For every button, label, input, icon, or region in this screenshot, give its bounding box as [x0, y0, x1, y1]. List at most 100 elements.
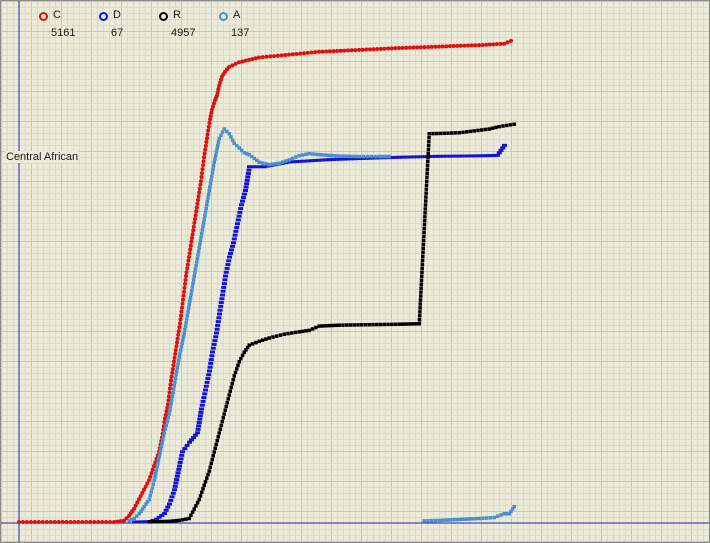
data-point-a — [219, 133, 223, 138]
data-point-c — [176, 329, 181, 334]
series-c — [17, 38, 513, 525]
data-point-c — [397, 46, 401, 50]
data-point-c — [250, 57, 255, 62]
data-point-a — [215, 146, 219, 151]
data-point-r — [232, 374, 236, 378]
data-point-a — [422, 519, 426, 523]
data-point-a — [204, 206, 208, 211]
data-point-d — [168, 498, 174, 502]
data-point-d — [316, 158, 322, 162]
data-point-c — [174, 344, 179, 349]
data-point-c — [268, 54, 273, 59]
data-point-d — [245, 175, 251, 179]
data-point-d — [243, 185, 249, 189]
data-point-a — [245, 151, 249, 156]
data-point-a — [387, 154, 391, 159]
data-point-d — [235, 218, 241, 222]
data-point-r — [236, 363, 240, 368]
data-point-a — [369, 154, 373, 159]
data-point-r — [418, 302, 423, 306]
data-point-d — [397, 155, 402, 159]
data-point-r — [418, 310, 422, 314]
data-point-r — [278, 333, 283, 337]
data-point-c — [145, 481, 150, 486]
data-point-r — [417, 322, 421, 326]
data-point-c — [335, 48, 340, 53]
data-point-c — [415, 45, 420, 50]
data-point-a — [156, 461, 160, 466]
data-point-d — [484, 154, 490, 158]
data-point-d — [222, 278, 228, 282]
data-point-r — [226, 397, 230, 401]
data-point-a — [505, 512, 509, 516]
data-point-d — [201, 396, 207, 400]
data-point-c — [201, 163, 205, 168]
data-point-a — [426, 519, 430, 523]
data-point-r — [446, 131, 450, 135]
data-point-d — [389, 155, 395, 159]
data-point-r — [230, 381, 234, 386]
data-point-r — [220, 419, 224, 424]
data-point-a — [467, 517, 471, 521]
data-point-r — [425, 175, 429, 180]
data-point-a — [193, 267, 198, 271]
data-point-c — [133, 503, 138, 508]
data-point-c — [260, 55, 265, 60]
data-point-a — [183, 324, 188, 328]
data-point-c — [190, 232, 195, 237]
data-point-a — [430, 518, 434, 523]
data-point-c — [179, 313, 183, 318]
data-point-c — [360, 47, 365, 52]
data-point-d — [154, 517, 159, 521]
data-point-c — [219, 77, 223, 82]
data-point-d — [241, 196, 246, 200]
data-point-a — [320, 153, 325, 157]
data-point-a — [199, 235, 203, 239]
data-point-a — [267, 162, 271, 167]
data-point-r — [423, 211, 427, 215]
data-point-a — [444, 518, 448, 522]
data-point-d — [220, 293, 225, 297]
data-point-a — [208, 181, 213, 186]
data-point-r — [397, 322, 401, 326]
data-point-r — [177, 518, 181, 523]
data-point-r — [431, 131, 435, 136]
data-point-c — [191, 228, 196, 233]
data-point-d — [233, 229, 239, 233]
data-point-a — [137, 512, 141, 516]
data-point-c — [206, 124, 211, 129]
data-point-c — [313, 50, 318, 55]
data-point-d — [451, 154, 457, 158]
data-point-d — [237, 210, 243, 214]
data-point-d — [177, 464, 182, 468]
data-point-a — [499, 513, 503, 517]
data-point-a — [190, 288, 194, 293]
data-point-r — [216, 435, 220, 439]
data-point-a — [180, 341, 184, 346]
data-point-c — [357, 47, 361, 52]
data-point-r — [453, 131, 458, 135]
data-point-r — [480, 128, 484, 132]
data-point-a — [488, 516, 493, 520]
data-point-r — [271, 335, 275, 339]
data-point-c — [484, 42, 489, 47]
data-point-d — [477, 154, 482, 158]
data-point-a — [211, 164, 216, 168]
data-point-c — [132, 506, 136, 511]
data-point-r — [426, 147, 431, 152]
legend-marker-d — [99, 12, 108, 21]
data-point-d — [163, 508, 169, 512]
data-point-d — [433, 154, 439, 158]
data-point-r — [378, 322, 383, 327]
data-point-d — [422, 155, 428, 159]
data-point-c — [480, 42, 485, 47]
data-point-r — [225, 400, 229, 405]
data-point-c — [20, 520, 25, 525]
data-point-c — [64, 520, 69, 525]
data-point-a — [171, 387, 176, 391]
data-point-r — [386, 322, 390, 327]
data-point-a — [454, 517, 458, 522]
data-point-r — [442, 131, 446, 136]
data-point-r — [420, 274, 424, 278]
data-point-a — [169, 401, 173, 406]
